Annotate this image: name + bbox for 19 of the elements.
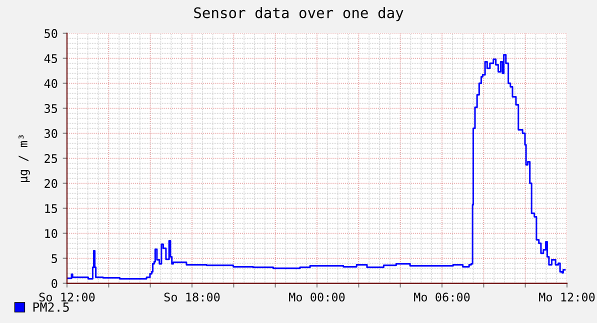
- x-tick-label: Mo 00:00: [289, 292, 345, 302]
- legend-label: PM2.5: [33, 302, 69, 312]
- y-tick-label: 50: [44, 29, 58, 38]
- x-tick-label: So 12:00: [39, 292, 95, 302]
- y-tick-label: 5: [52, 254, 58, 263]
- y-tick-label: 20: [44, 179, 58, 188]
- y-tick-label: 45: [44, 54, 58, 63]
- y-tick-label: 0: [52, 279, 58, 288]
- y-tick-label: 35: [44, 104, 58, 113]
- y-tick-label: 40: [44, 79, 58, 88]
- y-tick-label: 10: [45, 229, 58, 238]
- x-tick-label: Mo 12:00: [539, 292, 595, 302]
- y-tick-label: 25: [44, 154, 58, 163]
- x-tick-label: Mo 06:00: [414, 292, 470, 302]
- y-tick-label: 15: [45, 204, 58, 213]
- y-tick-label: 30: [44, 129, 58, 138]
- x-tick-label: So 18:00: [164, 292, 220, 302]
- chart-title: Sensor data over one day: [194, 6, 404, 22]
- y-axis-title: µg / m³: [18, 135, 30, 182]
